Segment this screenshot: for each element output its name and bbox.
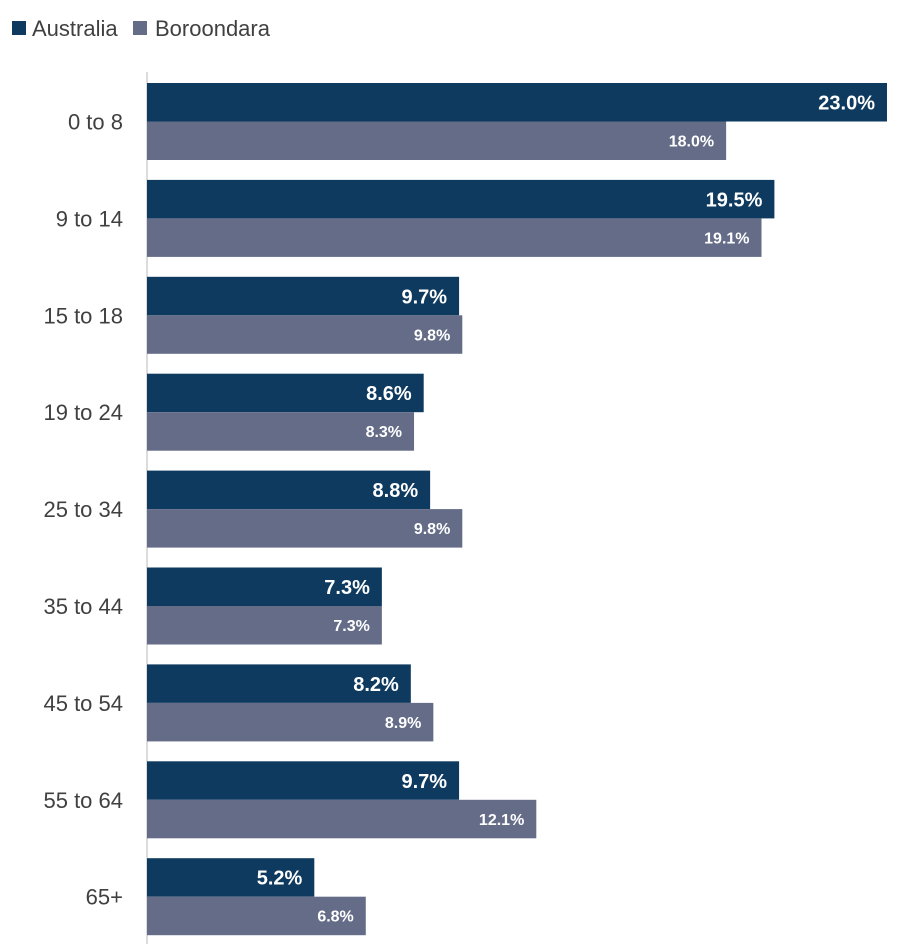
category-label-6: 45 to 54 [43, 691, 123, 716]
category-label-0: 0 to 8 [68, 110, 123, 135]
data-label-australia-7: 9.7% [401, 771, 447, 793]
data-label-boroondara-5: 7.3% [333, 618, 369, 635]
bar-boroondara-4 [147, 509, 463, 548]
data-label-australia-6: 8.2% [353, 674, 399, 696]
data-label-australia-3: 8.6% [366, 383, 412, 405]
legend-swatch-boroondara [133, 21, 147, 35]
data-label-boroondara-7: 12.1% [479, 812, 524, 829]
bar-boroondara-0 [147, 121, 727, 160]
legend-swatch-australia [12, 21, 26, 35]
data-label-boroondara-2: 9.8% [414, 327, 450, 344]
bar-australia-5 [147, 567, 382, 606]
bar-australia-2 [147, 276, 460, 316]
data-label-australia-8: 5.2% [257, 868, 303, 890]
category-label-3: 19 to 24 [43, 400, 123, 425]
data-label-boroondara-0: 18.0% [669, 134, 714, 151]
bar-boroondara-7 [147, 799, 537, 839]
legend: Australia Boroondara [12, 16, 271, 41]
category-label-1: 9 to 14 [56, 206, 123, 231]
category-label-2: 15 to 18 [43, 303, 123, 328]
data-label-boroondara-4: 9.8% [414, 521, 450, 538]
data-label-boroondara-1: 19.1% [704, 230, 749, 247]
category-label-4: 25 to 34 [43, 497, 123, 522]
data-label-australia-1: 19.5% [706, 189, 763, 211]
bars-group: 23.0% 18.0% 19.5% 19.1% 9.7% 9.8% 8.6% 8.3% 8.8%… [147, 83, 887, 936]
bar-australia-8 [147, 858, 315, 897]
data-label-boroondara-8: 6.8% [317, 909, 353, 926]
bar-australia-4 [147, 470, 431, 510]
data-label-boroondara-6: 8.9% [385, 715, 421, 732]
bar-australia-0 [147, 83, 887, 122]
bar-boroondara-5 [147, 606, 382, 645]
data-label-australia-4: 8.8% [373, 480, 419, 502]
bar-boroondara-2 [147, 315, 463, 354]
bar-boroondara-8 [147, 896, 366, 936]
bar-boroondara-1 [147, 218, 762, 257]
bar-australia-3 [147, 373, 424, 413]
category-label-8: 65+ [86, 885, 123, 910]
category-labels: 0 to 8 9 to 14 15 to 18 19 to 24 25 to 34 35 … [43, 110, 123, 910]
bar-boroondara-6 [147, 702, 434, 742]
data-label-australia-2: 9.7% [401, 286, 447, 308]
bar-australia-7 [147, 761, 460, 800]
data-label-boroondara-3: 8.3% [366, 424, 402, 441]
category-label-5: 35 to 44 [43, 594, 123, 619]
category-label-7: 55 to 64 [43, 788, 123, 813]
data-label-australia-5: 7.3% [324, 577, 370, 599]
legend-label-australia: Australia [32, 16, 118, 41]
bar-australia-6 [147, 664, 411, 703]
bar-boroondara-3 [147, 412, 415, 451]
bar-australia-1 [147, 179, 775, 219]
data-label-australia-0: 23.0% [818, 92, 875, 114]
legend-label-boroondara: Boroondara [155, 16, 271, 41]
